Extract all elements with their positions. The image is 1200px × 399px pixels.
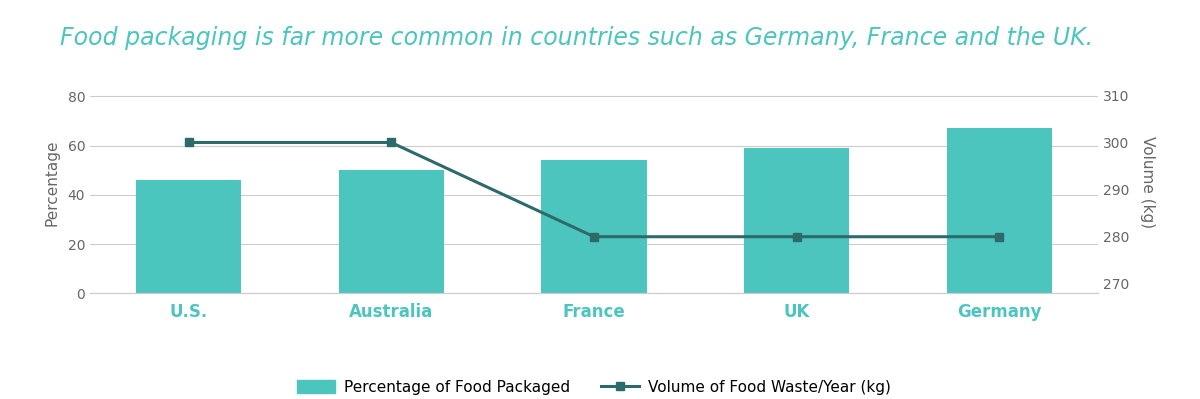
Bar bbox=[744, 148, 850, 293]
Bar bbox=[541, 160, 647, 293]
Y-axis label: Percentage: Percentage bbox=[44, 139, 59, 226]
Bar bbox=[947, 128, 1052, 293]
Bar bbox=[136, 180, 241, 293]
Text: Food packaging is far more common in countries such as Germany, France and the U: Food packaging is far more common in cou… bbox=[60, 26, 1093, 50]
Y-axis label: Volume (kg): Volume (kg) bbox=[1140, 136, 1156, 229]
Text: And those countries experience far less food waste than we do.: And those countries experience far less … bbox=[268, 361, 932, 381]
Legend: Percentage of Food Packaged, Volume of Food Waste/Year (kg): Percentage of Food Packaged, Volume of F… bbox=[290, 373, 898, 399]
Bar bbox=[338, 170, 444, 293]
